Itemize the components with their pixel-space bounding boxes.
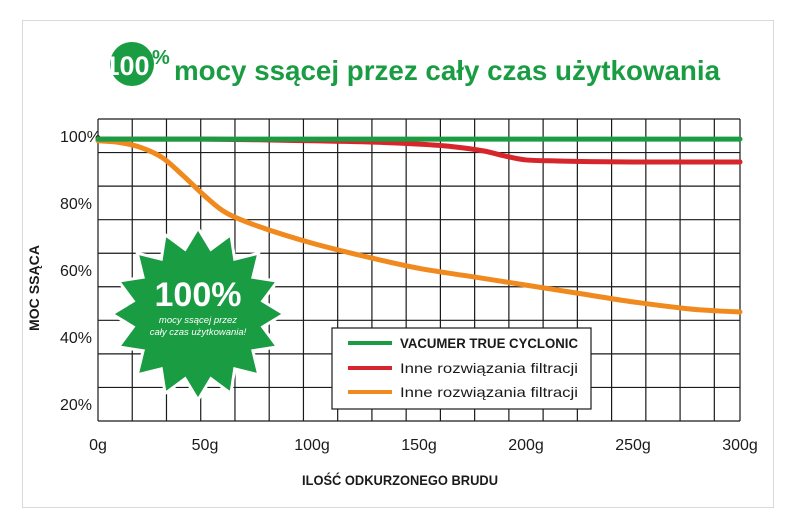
badge-number: 100	[104, 51, 149, 81]
legend-label-red: Inne rozwiązania filtracji	[400, 360, 578, 376]
x-tick-label: 50g	[192, 437, 219, 454]
legend-label-orange: Inne rozwiązania filtracji	[400, 384, 578, 400]
starburst-big-text: 100%	[155, 276, 242, 314]
y-tick-label: 60%	[60, 263, 92, 280]
y-tick-label: 100%	[60, 129, 101, 146]
x-tick-label: 150g	[401, 437, 437, 454]
x-tick-label: 200g	[508, 437, 544, 454]
series-line-orange	[95, 138, 743, 315]
starburst-line-1: mocy ssącej przez	[159, 315, 237, 326]
y-tick-label: 40%	[60, 330, 92, 347]
legend: VACUMER TRUE CYCLONIC Inne rozwiązania f…	[331, 327, 592, 410]
chart-canvas: 100 % mocy ssącej przez cały czas użytko…	[26, 42, 758, 488]
y-tick-label: 80%	[60, 196, 92, 213]
x-tick-label: 300g	[722, 437, 758, 454]
axis-labels: 0g 50g 100g 150g 200g 250g 300g 100% 80% 60% 40% 20…	[60, 129, 758, 454]
y-axis-title: MOC SSĄCA	[26, 245, 42, 331]
x-tick-label: 100g	[294, 437, 330, 454]
x-axis-title: ILOŚĆ ODKURZONEGO BRUDU	[302, 471, 498, 488]
badge-percent: %	[152, 47, 170, 69]
badge-circle	[110, 42, 154, 86]
legend-label-green: VACUMER TRUE CYCLONIC	[400, 335, 578, 351]
series-lines	[95, 136, 743, 315]
chart-card: 100 % mocy ssącej przez cały czas użytko…	[22, 20, 774, 508]
chart-title: mocy ssącej przez cały czas użytkowania	[174, 55, 720, 86]
starburst-shape	[109, 225, 287, 403]
x-tick-label: 0g	[89, 437, 107, 454]
x-tick-label: 250g	[615, 437, 651, 454]
starburst-line-2: cały czas użytkowania!	[150, 327, 247, 338]
starburst-badge: 100% mocy ssącej przez cały czas użytkow…	[109, 225, 287, 403]
series-line-red	[95, 136, 743, 165]
y-tick-label: 20%	[60, 397, 92, 414]
